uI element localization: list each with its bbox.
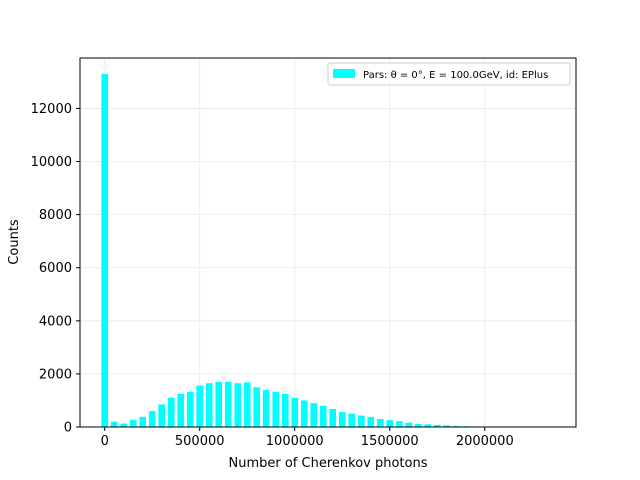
bar: [376, 419, 384, 427]
bar: [262, 389, 270, 427]
bar: [357, 415, 365, 427]
bar: [205, 383, 213, 427]
bar: [101, 73, 109, 428]
bar: [281, 393, 289, 427]
y-tick-label: 10000: [31, 155, 72, 170]
plot-frame: [79, 57, 577, 428]
bar: [386, 420, 394, 427]
bar: [300, 400, 308, 427]
bar: [310, 403, 318, 427]
bar: [329, 408, 337, 427]
bar: [129, 419, 137, 427]
bar: [272, 391, 280, 427]
x-axis-label: Number of Cherenkov photons: [229, 456, 428, 471]
bar: [215, 381, 223, 427]
bar: [452, 425, 460, 427]
bar: [414, 423, 422, 427]
legend-label: Pars: θ = 0°, E = 100.0GeV, id: EPlus: [363, 70, 548, 81]
bar: [319, 405, 327, 427]
bar: [158, 404, 166, 427]
x-tick-label: 500000: [175, 434, 225, 449]
x-tick-label: 0: [101, 434, 109, 449]
y-tick-label: 4000: [39, 314, 72, 329]
bar: [348, 413, 356, 427]
bar: [253, 387, 261, 427]
x-tick-label: 1000000: [266, 434, 324, 449]
y-tick-label: 8000: [39, 208, 72, 223]
bar: [177, 393, 185, 427]
grid-lines: [80, 58, 576, 428]
y-axis-label: Counts: [7, 219, 22, 265]
bar: [443, 425, 451, 427]
x-tick-label: 1500000: [361, 434, 419, 449]
bar: [338, 412, 346, 427]
bar: [196, 385, 204, 427]
bar: [224, 381, 232, 427]
y-axis-ticks: 0 2000 4000 6000 8000 10000 12000: [31, 102, 80, 436]
y-tick-label: 0: [64, 421, 72, 436]
bar: [395, 421, 403, 427]
bar: [186, 391, 194, 427]
legend-box: [327, 62, 571, 86]
x-axis-ticks: 0 500000 1000000 1500000 2000000: [101, 427, 514, 449]
bar: [424, 424, 432, 427]
y-tick-label: 12000: [31, 102, 72, 117]
bar: [367, 416, 375, 427]
bar: [167, 397, 175, 427]
y-tick-label: 6000: [39, 261, 72, 276]
legend-swatch: [333, 69, 355, 78]
bar: [120, 423, 128, 427]
bar: [110, 421, 118, 427]
y-tick-label: 2000: [39, 367, 72, 382]
bar: [291, 397, 299, 427]
bar: [139, 416, 147, 427]
bar: [243, 382, 251, 427]
bar: [433, 424, 441, 427]
bar: [148, 411, 156, 427]
bar: [405, 422, 413, 427]
x-tick-label: 2000000: [456, 434, 514, 449]
legend: Pars: θ = 0°, E = 100.0GeV, id: EPlus: [327, 62, 571, 86]
bar-series: [101, 73, 546, 428]
bar: [234, 383, 242, 427]
